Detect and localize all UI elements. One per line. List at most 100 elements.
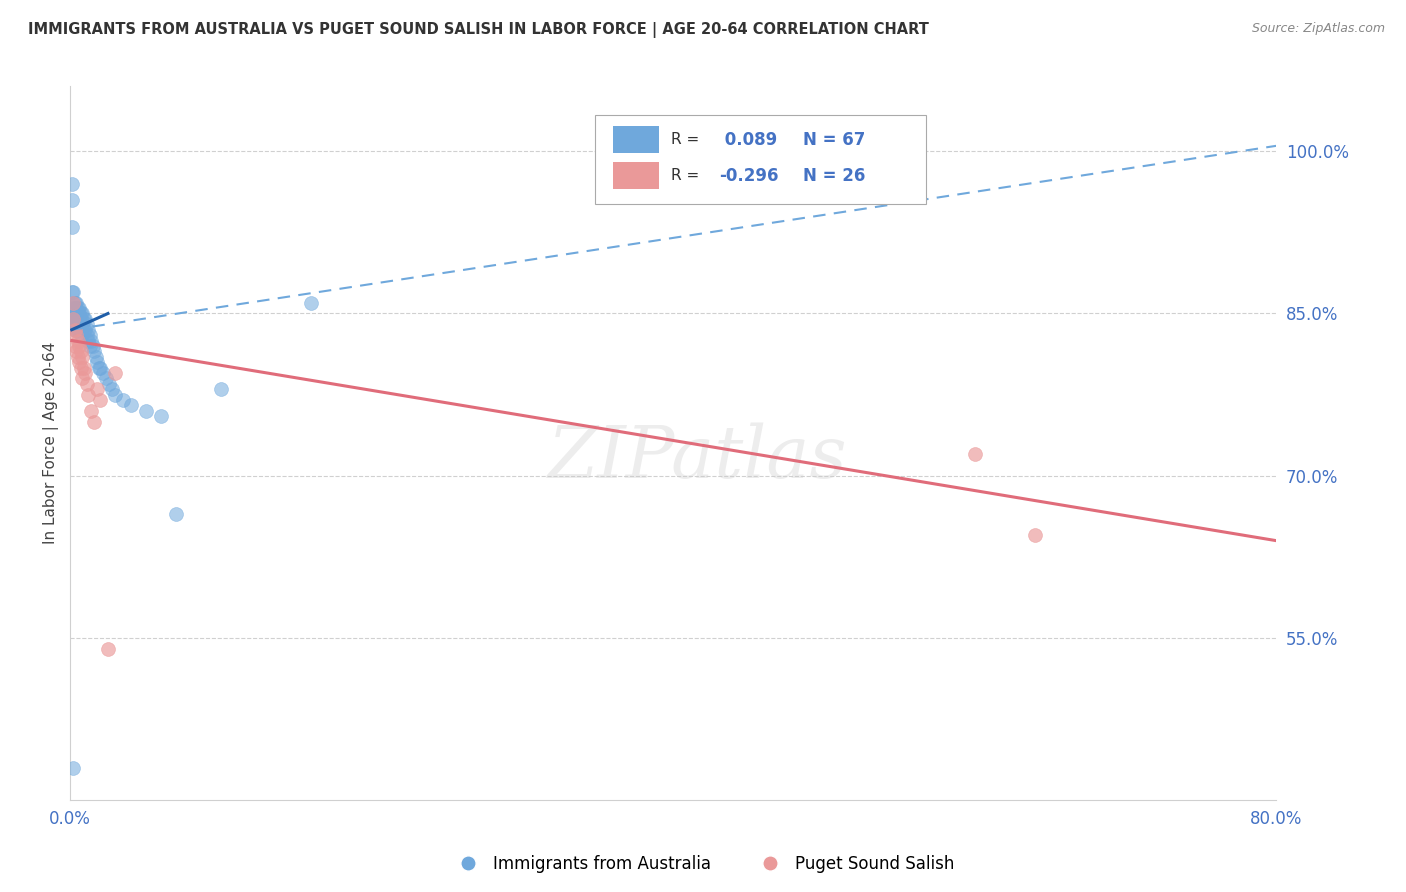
Point [63, 339, 86, 353]
Point [72, 350, 94, 364]
Point [72, 318, 94, 332]
Point [62, 306, 84, 320]
Point [65, 306, 87, 320]
Point [65, 323, 87, 337]
Point [67, 306, 90, 320]
Point [72, 371, 94, 385]
Point [963, 447, 986, 461]
Point [93, 366, 115, 380]
Point [63, 318, 86, 332]
Point [97, 641, 120, 656]
Point [83, 415, 105, 429]
Point [67, 323, 90, 337]
Point [165, 507, 187, 521]
Point [63, 312, 86, 326]
Point [65, 344, 87, 359]
Point [135, 404, 157, 418]
Point [66, 306, 89, 320]
Point [63, 295, 86, 310]
Point [77, 334, 100, 348]
Point [69, 306, 91, 320]
Text: ZIPatlas: ZIPatlas [547, 422, 846, 493]
Point [63, 323, 86, 337]
Point [209, 382, 232, 396]
Text: 0.089: 0.089 [718, 131, 778, 149]
Point [1024, 528, 1046, 542]
Point [65, 328, 87, 343]
Bar [613, 127, 658, 153]
Y-axis label: In Labor Force | Age 20-64: In Labor Force | Age 20-64 [44, 343, 59, 544]
Point [75, 323, 97, 337]
Bar [613, 162, 658, 189]
FancyBboxPatch shape [595, 115, 927, 204]
Point [77, 323, 100, 337]
Text: N = 67: N = 67 [803, 131, 866, 149]
Text: N = 26: N = 26 [803, 167, 866, 185]
Point [86, 355, 108, 369]
Point [60, 219, 83, 234]
Point [69, 312, 91, 326]
Point [60, 177, 83, 191]
Point [62, 312, 84, 326]
Text: R =: R = [671, 132, 704, 147]
Point [69, 328, 91, 343]
Point [69, 360, 91, 375]
Point [120, 399, 142, 413]
Point [75, 366, 97, 380]
Point [83, 344, 105, 359]
Text: IMMIGRANTS FROM AUSTRALIA VS PUGET SOUND SALISH IN LABOR FORCE | AGE 20-64 CORRE: IMMIGRANTS FROM AUSTRALIA VS PUGET SOUND… [28, 22, 929, 38]
Point [98, 376, 121, 391]
Point [111, 392, 134, 407]
Point [67, 339, 90, 353]
Point [69, 344, 91, 359]
Point [76, 328, 98, 343]
Point [66, 334, 89, 348]
Point [65, 295, 87, 310]
Point [96, 371, 118, 385]
Point [104, 366, 127, 380]
Point [72, 328, 94, 343]
Point [67, 301, 90, 315]
Point [87, 360, 110, 375]
Point [104, 387, 127, 401]
Point [62, 318, 84, 332]
Point [73, 312, 96, 326]
Point [76, 376, 98, 391]
Point [62, 761, 84, 775]
Point [86, 382, 108, 396]
Point [75, 312, 97, 326]
Point [63, 301, 86, 315]
Point [62, 285, 84, 299]
Point [84, 350, 107, 364]
Point [89, 392, 111, 407]
Point [80, 334, 103, 348]
Point [66, 350, 89, 364]
Point [62, 295, 84, 310]
Point [62, 295, 84, 310]
Point [82, 339, 104, 353]
Text: Source: ZipAtlas.com: Source: ZipAtlas.com [1251, 22, 1385, 36]
Legend: Immigrants from Australia, Puget Sound Salish: Immigrants from Australia, Puget Sound S… [446, 848, 960, 880]
Point [101, 382, 124, 396]
Point [60, 285, 83, 299]
Point [66, 301, 89, 315]
Point [79, 328, 101, 343]
Point [89, 360, 111, 375]
Point [72, 306, 94, 320]
Point [77, 387, 100, 401]
Point [60, 193, 83, 207]
Point [67, 355, 90, 369]
Point [66, 312, 89, 326]
Point [65, 318, 87, 332]
Point [80, 404, 103, 418]
Point [65, 301, 87, 315]
Text: -0.296: -0.296 [718, 167, 779, 185]
Point [67, 312, 90, 326]
Point [62, 301, 84, 315]
Point [149, 409, 172, 424]
Point [299, 295, 322, 310]
Point [67, 318, 90, 332]
Point [73, 323, 96, 337]
Point [76, 318, 98, 332]
Point [65, 312, 87, 326]
